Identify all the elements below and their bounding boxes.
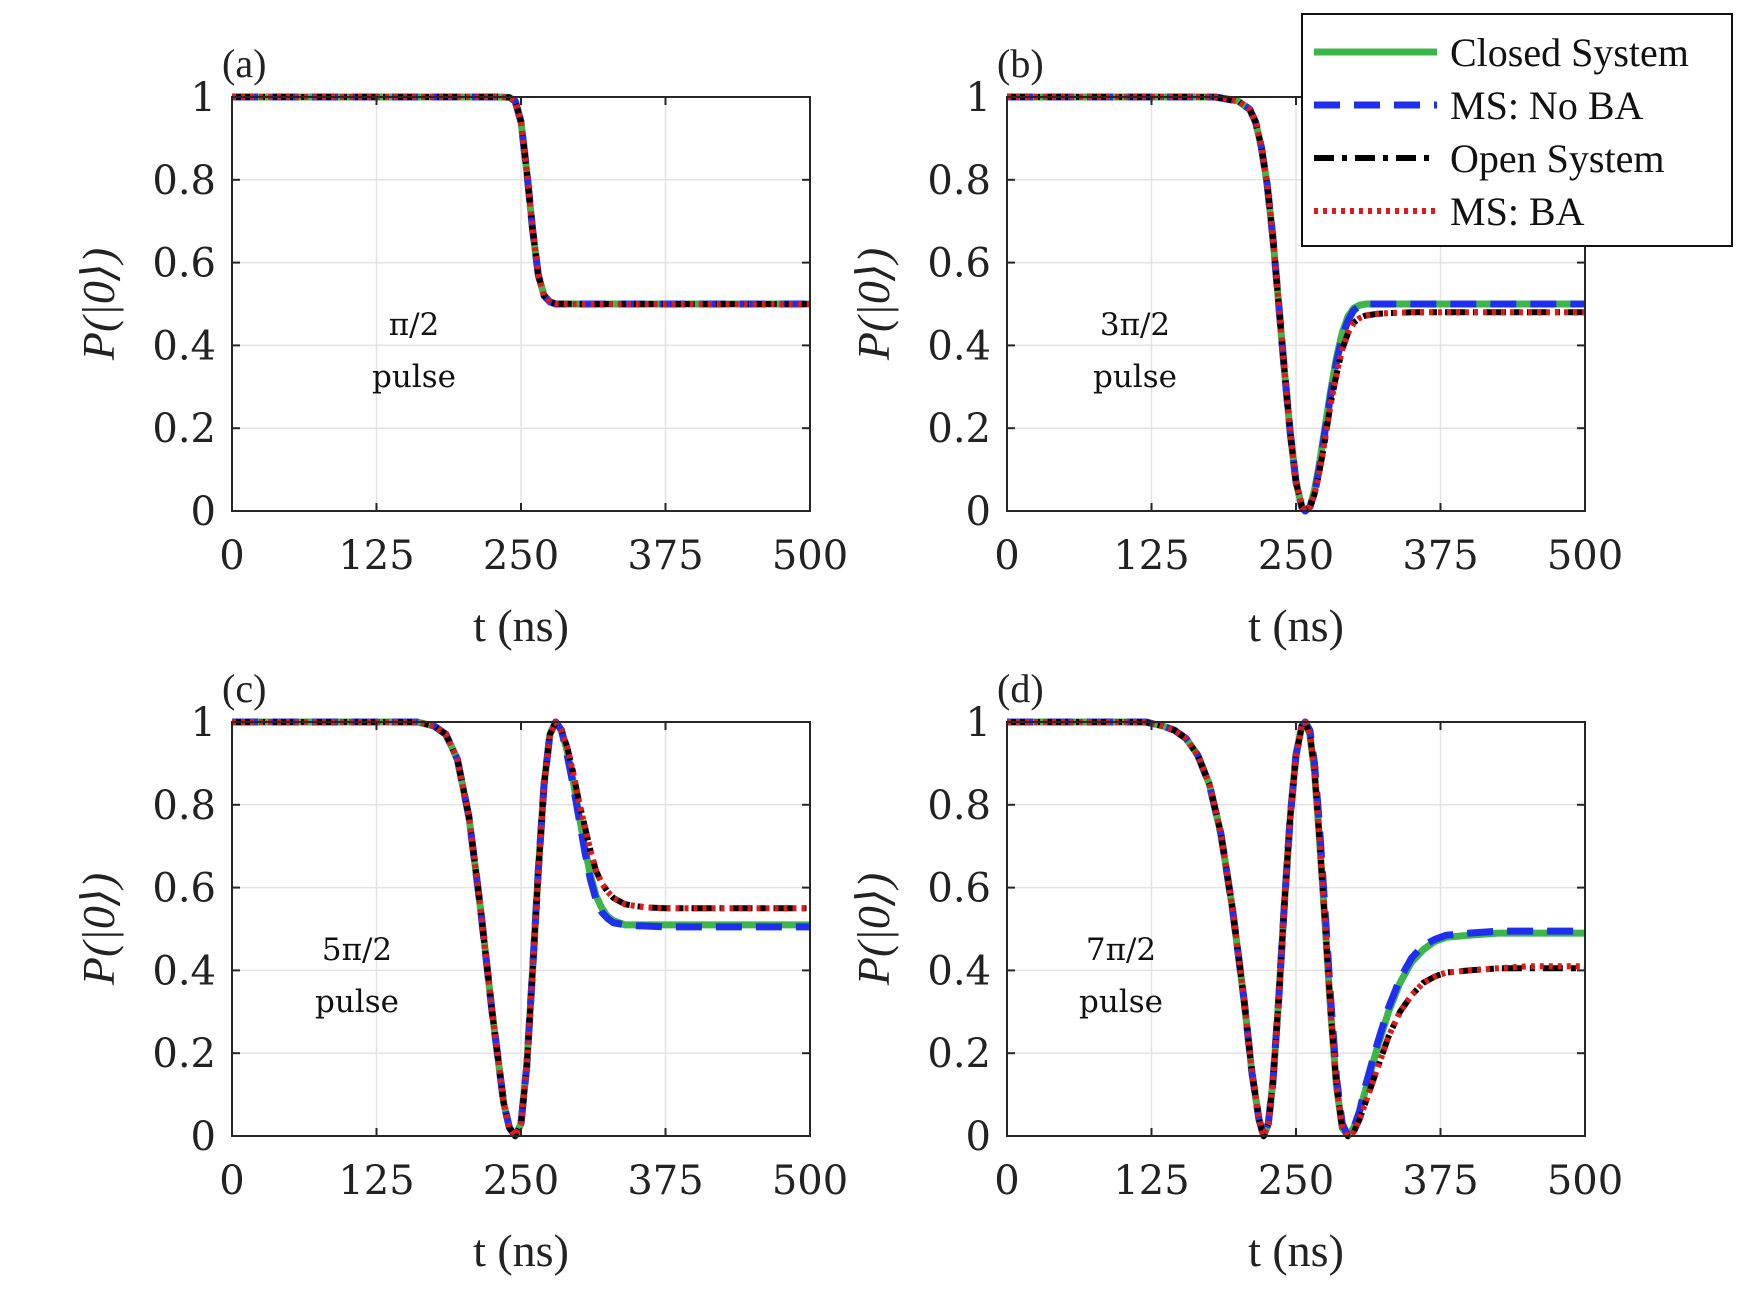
y-tick-label: 0.4 xyxy=(152,323,216,369)
pulse-annotation: pulse xyxy=(372,359,456,395)
panel-d: 0 125 250 375 500 0 0.2 0.4 0.6 0.8 1 t (ns) P(|0⟩) (… xyxy=(848,666,1623,1276)
y-tick-label: 1 xyxy=(966,75,991,121)
y-tick-label: 0.6 xyxy=(152,866,216,912)
pulse-annotation: 7π/2 xyxy=(1086,932,1156,968)
y-tick-label: 0.8 xyxy=(152,783,216,829)
x-axis-label: t (ns) xyxy=(1248,1225,1344,1276)
pulse-annotation: π/2 xyxy=(389,307,440,343)
series-line-ms-ba xyxy=(1007,94,1585,514)
pulse-annotation: pulse xyxy=(1079,984,1163,1020)
y-tick-label: 0.8 xyxy=(152,158,216,204)
y-tick-label: 0 xyxy=(966,489,991,535)
x-tick-label: 375 xyxy=(1402,533,1478,579)
y-tick-label: 0 xyxy=(966,1114,991,1160)
y-tick-label: 0.8 xyxy=(927,158,991,204)
x-tick-label: 250 xyxy=(1258,1158,1334,1204)
x-tick-label: 500 xyxy=(1547,533,1623,579)
y-tick-label: 1 xyxy=(966,700,991,746)
panel-tag: (c) xyxy=(222,666,266,711)
x-tick-label: 0 xyxy=(219,533,244,579)
y-tick-label: 0.8 xyxy=(927,783,991,829)
x-axis-label: t (ns) xyxy=(473,1225,569,1276)
panel-a: 0 125 250 375 500 0 0.2 0.4 0.6 0.8 1 t (ns) P(|0⟩) (… xyxy=(73,41,848,651)
panel-tag: (a) xyxy=(222,41,266,86)
x-tick-label: 250 xyxy=(1258,533,1334,579)
x-tick-label: 500 xyxy=(772,1158,848,1204)
pulse-annotation: 3π/2 xyxy=(1100,307,1170,343)
y-tick-label: 0.4 xyxy=(927,948,991,994)
panels: 0 125 250 375 500 0 0.2 0.4 0.6 0.8 1 t (ns) P(|0⟩) (… xyxy=(73,41,1623,1276)
panel-tag: (b) xyxy=(997,41,1044,86)
y-tick-label: 0.6 xyxy=(927,866,991,912)
y-tick-label: 0.6 xyxy=(152,241,216,287)
y-tick-label: 0.4 xyxy=(927,323,991,369)
legend-label: MS: No BA xyxy=(1450,83,1643,128)
y-axis-label: P(|0⟩) xyxy=(848,873,899,986)
y-axis-label: P(|0⟩) xyxy=(73,248,124,361)
x-tick-label: 375 xyxy=(627,1158,703,1204)
x-axis-label: t (ns) xyxy=(473,600,569,651)
y-tick-label: 1 xyxy=(191,75,216,121)
panel-c: 0 125 250 375 500 0 0.2 0.4 0.6 0.8 1 t (ns) P(|0⟩) (… xyxy=(73,666,848,1276)
pulse-annotation: 5π/2 xyxy=(322,932,392,968)
x-tick-label: 125 xyxy=(338,533,414,579)
x-tick-label: 125 xyxy=(1113,1158,1189,1204)
y-tick-label: 0.2 xyxy=(152,1031,216,1077)
x-tick-label: 125 xyxy=(1113,533,1189,579)
x-tick-label: 500 xyxy=(1547,1158,1623,1204)
y-tick-label: 0.2 xyxy=(152,406,216,452)
series-line-ms-no-ba xyxy=(1007,93,1585,515)
y-tick-label: 0.4 xyxy=(152,948,216,994)
y-tick-label: 0 xyxy=(191,489,216,535)
legend-label: MS: BA xyxy=(1450,189,1585,234)
pulse-annotation: pulse xyxy=(1093,359,1177,395)
legend-label: Closed System xyxy=(1450,30,1689,75)
panel-tag: (d) xyxy=(997,666,1044,711)
x-tick-label: 125 xyxy=(338,1158,414,1204)
x-tick-label: 250 xyxy=(483,1158,559,1204)
x-tick-label: 250 xyxy=(483,533,559,579)
x-axis-label: t (ns) xyxy=(1248,600,1344,651)
x-tick-label: 375 xyxy=(627,533,703,579)
y-tick-label: 0.6 xyxy=(927,241,991,287)
y-axis-label: P(|0⟩) xyxy=(848,248,899,361)
legend-label: Open System xyxy=(1450,136,1664,181)
x-tick-label: 375 xyxy=(1402,1158,1478,1204)
x-tick-label: 0 xyxy=(994,533,1019,579)
x-tick-label: 0 xyxy=(994,1158,1019,1204)
x-tick-label: 500 xyxy=(772,533,848,579)
y-axis-label: P(|0⟩) xyxy=(73,873,124,986)
y-tick-label: 0.2 xyxy=(927,406,991,452)
y-tick-label: 0.2 xyxy=(927,1031,991,1077)
legend: Closed System MS: No BA Open System MS: BA xyxy=(1301,13,1733,247)
y-tick-label: 1 xyxy=(191,700,216,746)
y-tick-label: 0 xyxy=(191,1114,216,1160)
pulse-annotation: pulse xyxy=(315,984,399,1020)
x-tick-label: 0 xyxy=(219,1158,244,1204)
